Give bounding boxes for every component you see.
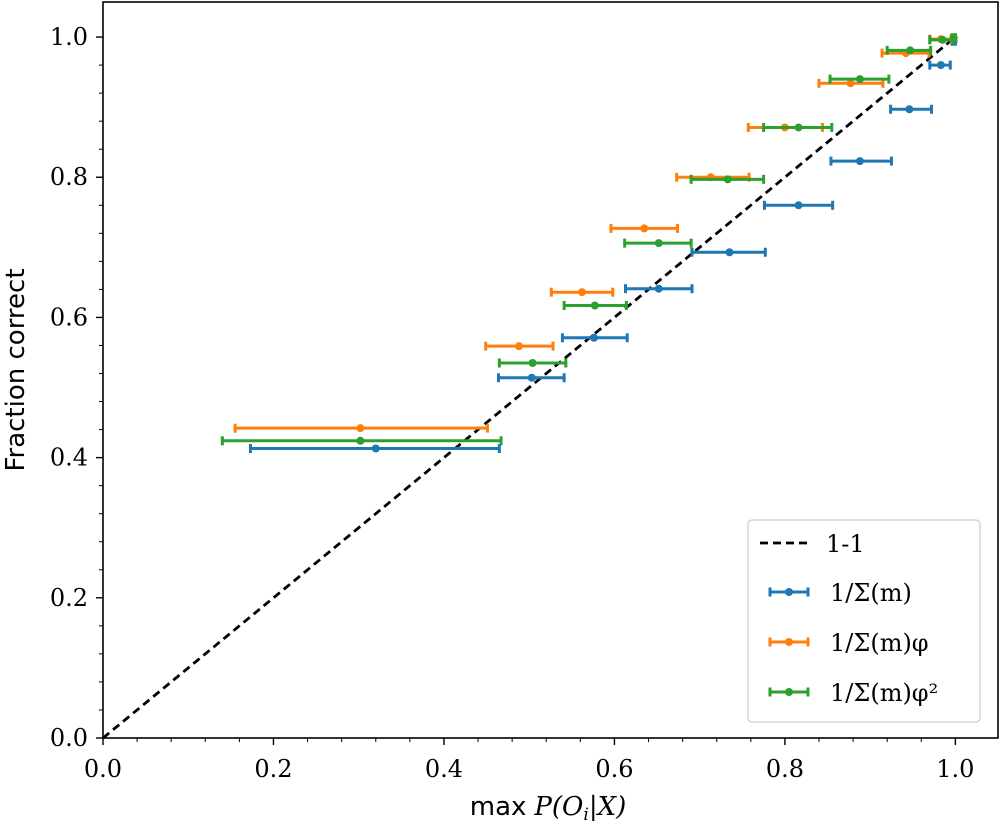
y-tick-label: 0.0: [50, 724, 88, 752]
data-point: [528, 358, 537, 367]
y-axis-label: Fraction correct: [1, 268, 31, 471]
data-point: [578, 288, 587, 297]
legend-label-reference: 1-1: [826, 530, 865, 558]
x-axis-label-math: P(O: [533, 792, 583, 822]
y-tick-label: 1.0: [50, 23, 88, 51]
x-tick-label: 1.0: [936, 755, 974, 783]
x-tick-label: 0.8: [766, 755, 804, 783]
y-tick-label: 0.8: [50, 163, 88, 191]
legend-label-series-2: 1/Σ(m)φ: [830, 629, 929, 657]
major-ticks: [96, 36, 957, 745]
legend-entries: 1/Σ(m) 1/Σ(m)φ 1/Σ(m)φ²: [768, 579, 938, 707]
x-axis-label-math-end: |X): [589, 792, 626, 822]
data-point: [905, 105, 914, 114]
data-point: [794, 123, 803, 132]
series-group: [220, 33, 958, 454]
x-tick-label: 0.4: [425, 755, 463, 783]
data-point: [938, 35, 947, 44]
data-point: [855, 157, 864, 166]
reference-line-1-1: [102, 35, 957, 740]
data-point: [936, 61, 945, 70]
data-point: [723, 175, 732, 184]
data-point: [654, 284, 663, 293]
data-point: [527, 373, 536, 382]
legend-frame: [747, 519, 981, 723]
x-tick-label: 0.6: [595, 755, 633, 783]
data-point: [371, 444, 380, 453]
legend-swatch-marker: [785, 688, 793, 696]
legend-label-series-1: 1/Σ(m): [830, 579, 912, 607]
x-axis-label: max P(Oi|X): [470, 792, 626, 825]
y-tick-label: 0.6: [50, 303, 88, 331]
data-point: [654, 239, 663, 248]
data-point: [725, 248, 734, 257]
legend-label-series-3: 1/Σ(m)φ²: [830, 679, 938, 707]
data-point: [589, 333, 598, 342]
legend: 1-1 1/Σ(m) 1/Σ(m)φ 1/Σ(m)φ²: [747, 519, 981, 723]
tick-labels: 0.0 0.2 0.4 0.6 0.8 1.0 0.0 0.2 0.4 0.6 0.8 1.0: [50, 23, 975, 783]
data-point: [855, 75, 864, 84]
data-point: [640, 224, 649, 233]
data-point: [846, 79, 855, 88]
legend-swatch-marker: [785, 588, 793, 596]
y-tick-label: 0.4: [50, 444, 88, 472]
data-point: [794, 201, 803, 210]
data-point: [356, 424, 365, 433]
series-3: [220, 33, 958, 446]
data-point: [906, 46, 915, 55]
reference-line-group: [102, 35, 957, 740]
data-point: [514, 342, 523, 351]
x-tick-label: 0.0: [84, 755, 122, 783]
x-axis-label-prefix: max: [470, 792, 527, 822]
x-axis-label-subscript: i: [583, 805, 588, 825]
data-point: [590, 301, 599, 310]
y-tick-label: 0.2: [50, 584, 88, 612]
data-point: [356, 436, 365, 445]
x-tick-label: 0.2: [254, 755, 292, 783]
data-point: [949, 33, 958, 42]
legend-swatch-marker: [785, 638, 793, 646]
plot-frame: [102, 1, 999, 739]
